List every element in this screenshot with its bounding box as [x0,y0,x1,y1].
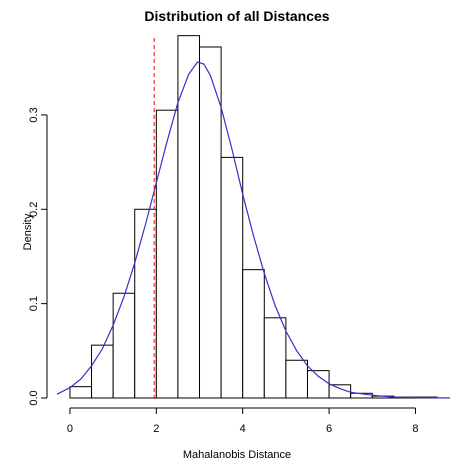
histogram-bar [306,370,330,399]
y-tick-label: 0.2 [28,202,40,217]
y-tick-label: 0.0 [28,390,40,405]
x-tick-label: 8 [412,423,418,435]
x-tick-label: 6 [326,423,332,435]
y-tick-label: 0.3 [28,107,40,122]
histogram-bar [177,35,201,399]
histogram-bar [134,208,157,399]
histogram-bar [155,109,179,399]
x-axis-label: Mahalanobis Distance [182,449,292,461]
histogram-bar [263,317,287,399]
histogram-bar [220,156,244,399]
y-axis-label: Density [22,213,34,251]
histogram-bar [112,292,136,399]
chart-title: Distribution of all Distances [144,8,330,24]
histogram-bar [242,269,265,399]
x-tick-label: 2 [153,423,159,435]
histogram-bar [69,386,93,399]
y-tick-label: 0.1 [28,296,40,311]
histogram-bar [328,384,352,399]
histogram-bar [285,359,308,399]
density-curve [56,61,451,399]
histogram-bar [91,344,114,399]
x-tick-label: 0 [67,423,73,435]
x-tick-label: 4 [240,423,246,435]
